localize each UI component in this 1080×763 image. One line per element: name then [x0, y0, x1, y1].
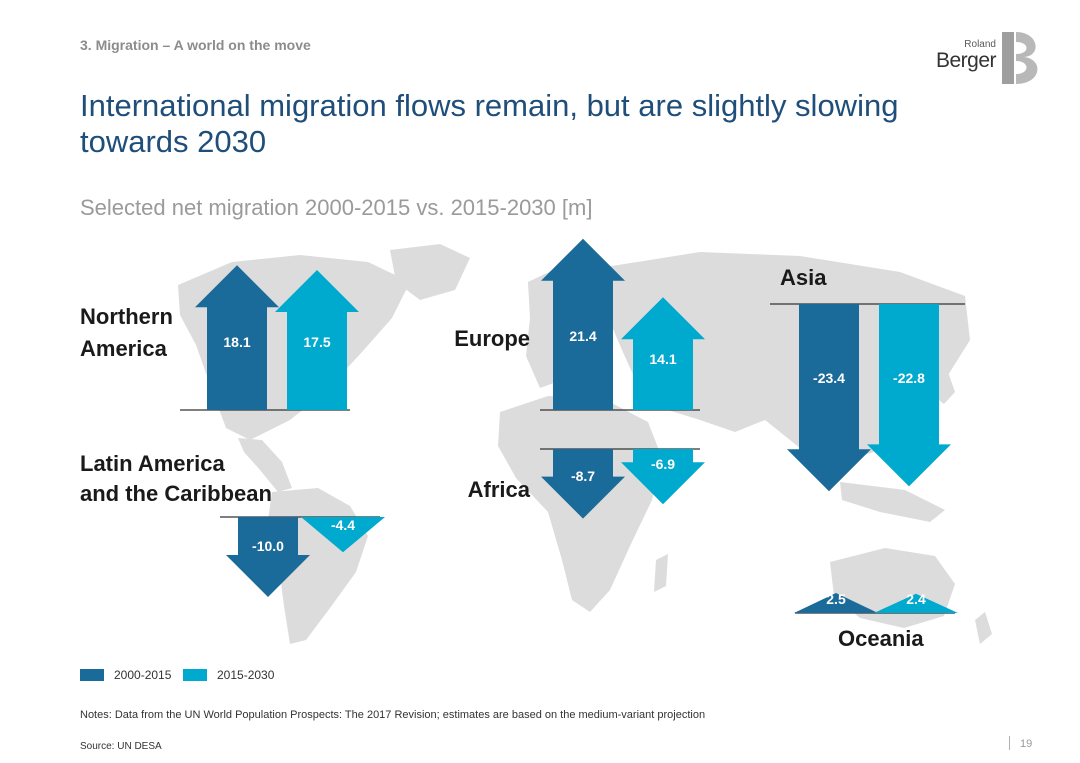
region-label-na-1: Northern [80, 304, 173, 329]
arrow-eu-2000-2015 [541, 238, 625, 410]
legend-item-2000-2015: 2000-2015 [80, 668, 171, 682]
legend-swatch-2000-2015 [80, 669, 104, 681]
japan [935, 372, 955, 404]
arrow-la-2000-2015 [226, 517, 310, 597]
value-label-la-1: -10.0 [252, 538, 284, 554]
region-label-la-1: Latin America [80, 451, 225, 476]
region-label-as-1: Asia [780, 265, 827, 290]
value-label-la-2: -4.4 [331, 517, 355, 533]
greenland [390, 244, 470, 300]
arrow-la-2015-2030 [301, 517, 385, 553]
arrow-as-2015-2030 [867, 304, 951, 487]
page-divider [1009, 736, 1010, 750]
notes-text: Notes: Data from the UN World Population… [80, 709, 706, 721]
logo-b-mark-icon [1002, 32, 1038, 84]
legend-swatch-2015-2030 [183, 669, 207, 681]
arrow-eu-2015-2030 [621, 297, 705, 410]
region-label-af-1: Africa [468, 477, 531, 502]
new-zealand [975, 612, 992, 644]
value-label-eu-2: 14.1 [649, 351, 676, 367]
value-label-eu-1: 21.4 [569, 328, 596, 344]
region-label-na-2: America [80, 336, 168, 361]
legend-label-2000-2015: 2000-2015 [114, 668, 172, 682]
page-number: 19 [1020, 738, 1033, 750]
chart-marks: 18.1 17.5 Northern America 21.4 14.1 Europe -23… [80, 238, 965, 651]
value-label-as-2: -22.8 [893, 370, 925, 386]
region-label-eu-1: Europe [454, 326, 530, 351]
continent-central-america [238, 438, 292, 492]
value-label-na-1: 18.1 [223, 334, 250, 350]
value-label-oc-2: 2.4 [906, 591, 926, 607]
region-label-la-2: and the Caribbean [80, 481, 272, 506]
legend-label-2015-2030: 2015-2030 [217, 668, 275, 682]
company-logo: Roland Berger [936, 30, 1056, 86]
value-label-oc-1: 2.5 [826, 591, 846, 607]
legend-item-2015-2030: 2015-2030 [183, 668, 274, 682]
source-text: Source: UN DESA [80, 741, 162, 752]
chart-subtitle: Selected net migration 2000-2015 vs. 201… [80, 195, 593, 220]
southeast-asia-islands [840, 482, 945, 522]
madagascar [654, 554, 668, 592]
arrow-af-2000-2015 [541, 449, 625, 519]
logo-word-roland: Roland [964, 39, 996, 50]
continent-australia [830, 548, 955, 628]
logo-word-berger: Berger [935, 49, 997, 72]
value-label-af-1: -8.7 [571, 468, 595, 484]
value-label-af-2: -6.9 [651, 456, 675, 472]
region-label-oc-1: Oceania [838, 626, 924, 651]
section-label: 3. Migration – A world on the move [80, 37, 311, 53]
arrow-af-2015-2030 [621, 449, 705, 505]
page-title: International migration flows remain, bu… [80, 88, 899, 159]
value-label-na-2: 17.5 [303, 334, 330, 350]
value-label-as-1: -23.4 [813, 370, 845, 386]
arrow-na-2015-2030 [275, 270, 359, 410]
arrow-na-2000-2015 [195, 265, 279, 410]
arrow-as-2000-2015 [787, 304, 871, 492]
arrow-oc-2015-2030 [874, 593, 958, 613]
arrow-oc-2000-2015 [794, 593, 878, 613]
